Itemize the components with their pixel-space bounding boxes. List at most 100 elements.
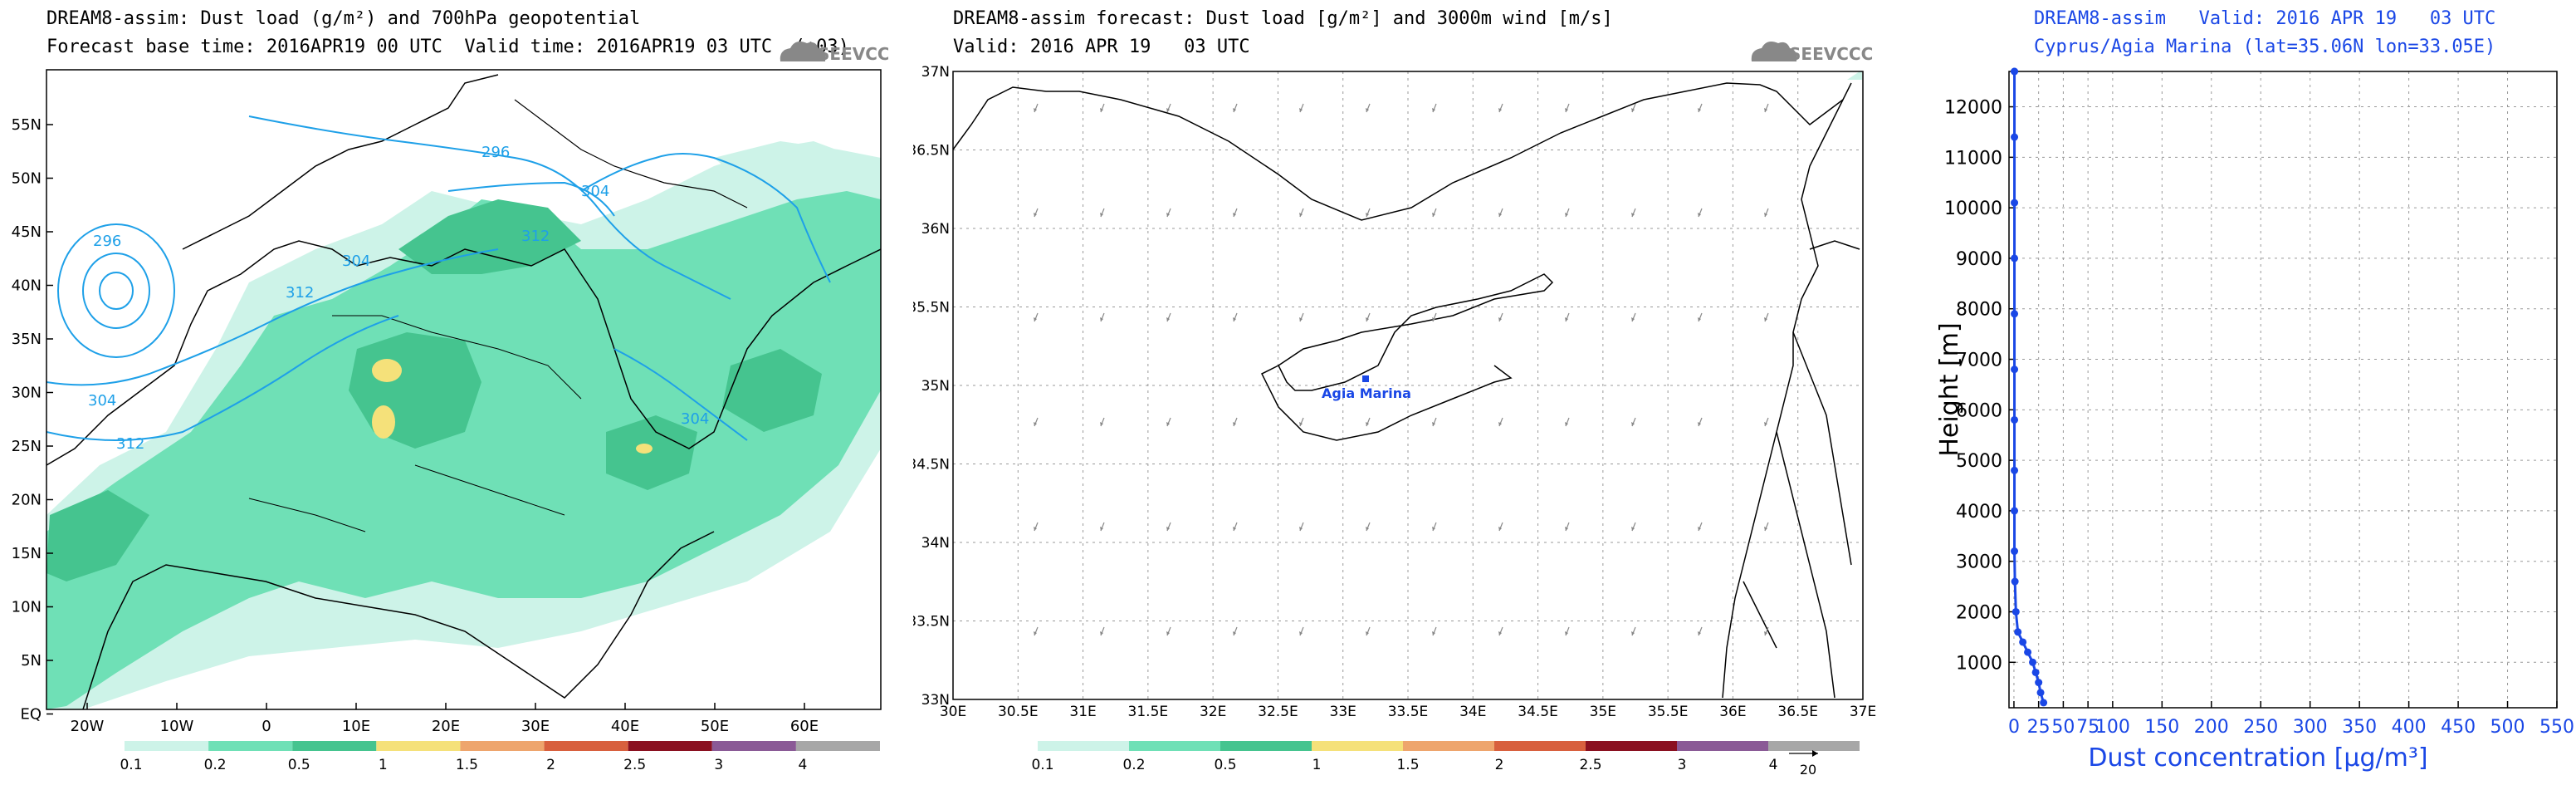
svg-text:SEEVCCC: SEEVCCC [1789,44,1873,64]
colorbar-swatch [1129,741,1220,751]
contour-label: 296 [481,144,510,161]
colorbar-swatch [460,741,545,751]
seevccc-logo: SEEVCCC [780,42,888,64]
panel1-map: SEEVCCC [12,42,888,773]
wind-arrow-head [1565,213,1568,217]
x-tick-label: 100 [2095,717,2130,738]
contour-label: 304 [88,392,116,410]
wind-arrow-head [1764,422,1767,426]
wind-arrow-head [1764,317,1767,321]
lon-tick-label: 20E [432,718,460,735]
profile-point [2035,679,2043,687]
wind-arrow-head [1299,108,1303,112]
colorbar-label: 1.5 [1396,757,1419,773]
x-tick-label: 50 [2051,717,2075,738]
svg-text:SEEVCCC: SEEVCCC [818,44,888,64]
wind-arrow-head [1498,422,1502,426]
lon-tick-label: 33.5E [1388,704,1429,720]
wind-arrow-head [1034,108,1037,112]
profile-point [2029,658,2037,666]
wind-arrow-head [1299,527,1303,531]
profile-point [2011,254,2019,262]
y-tick-label: 2000 [1956,602,2002,623]
wind-arrow-head [1034,527,1037,531]
lat-tick-label: 33N [921,692,950,709]
wind-arrow-head [1432,213,1435,217]
colorbar-swatch [795,741,880,751]
wind-arrow-head [1764,631,1767,635]
colorbar-label: 3 [1678,757,1687,773]
wind-arrow-head [1034,317,1037,321]
profile-point [2011,133,2019,141]
panel2-gridlines [953,71,1863,699]
colorbar-label: 4 [1769,757,1778,773]
y-tick-label: 6000 [1956,400,2002,421]
panel2-lat-axis: 37N 36.5N 36N 35.5N 35N 34.5N 34N 33.5N 33N [913,64,950,709]
wind-arrow-head [1432,422,1435,426]
wind-arrow-head [1432,108,1435,112]
lon-tick-label: 35.5E [1648,704,1689,720]
wind-arrow-head [1233,631,1236,635]
contour-label: 304 [342,253,370,270]
wind-arrow-head [1100,213,1103,217]
wind-arrow-head [1166,631,1170,635]
contour-label: 312 [116,435,144,453]
wind-arrow-head [1366,422,1369,426]
geopotential-contours [46,115,831,441]
colorbar-swatch [1494,741,1586,751]
wind-arrow-head [1498,213,1502,217]
wind-arrow-head [1166,213,1170,217]
lat-tick-label: 20N [12,492,42,509]
wind-arrow-head [1698,213,1701,217]
colorbar-label: 1 [1312,757,1322,773]
colorbar-swatch [1312,741,1403,751]
colorbar-swatch [376,741,461,751]
wind-arrow-head [1100,631,1103,635]
y-tick-label: 3000 [1956,552,2002,573]
wind-arrow-head [1299,317,1303,321]
x-tick-label: 0 [2008,717,2020,738]
contour-label: 312 [521,228,550,245]
profile-point [2036,689,2045,697]
wind-arrow-head [1299,422,1303,426]
lat-tick-label: 37N [921,64,950,81]
wind-arrow-head [1233,213,1236,217]
profile-point [2040,699,2048,707]
panel2-map: SEEVCCC Agia Marina 37N36.5N36N35.5N35N3… [913,42,1876,778]
lon-tick-label: 30E [521,718,550,735]
colorbar-swatch [1220,741,1312,751]
panel2-lon-axis: 30E 30.5E 31E 31.5E 32E 32.5E 33E 33.5E 34E 34.5E… [940,704,1876,720]
x-tick-label: 200 [2194,717,2229,738]
wind-arrow-head [1299,213,1303,217]
x-tick-label: 450 [2441,717,2476,738]
profile-point [2011,507,2019,515]
profile-point [2011,310,2019,318]
profile-point [2011,67,2019,76]
wind-arrow-head [1100,317,1103,321]
lat-tick-label: 35.5N [913,300,950,316]
profile-frame [2008,71,2558,709]
wind-arrow-head [1100,108,1103,112]
wind-arrow-head [1631,631,1635,635]
panel1-lon-axis: 20W 10W 0 10E 20E 30E 40E 50E 60E [71,703,819,735]
profile-point [2014,628,2022,636]
colorbar-label: 4 [798,757,807,773]
y-tick-label: 5000 [1956,451,2002,472]
lat-tick-label: 34.5N [913,457,950,473]
lat-tick-label: 45N [12,223,42,241]
y-tick-label: 11000 [1944,148,2002,169]
wind-arrow-head [1698,631,1701,635]
wind-arrow-head [1366,213,1369,217]
profile-point [2031,668,2040,676]
wind-arrow-head [1034,213,1037,217]
wind-arrow-head [1034,631,1037,635]
panel3-title-line1: DREAM8-assim Valid: 2016 APR 19 03 UTC [2034,8,2496,29]
panel2-title-line2: Valid: 2016 APR 19 03 UTC [953,37,1250,57]
x-tick-label: 550 [2539,717,2574,738]
panel2-colorbar: 0.1 0.2 0.5 1 1.5 2 2.5 3 4 [1031,741,1860,773]
lon-tick-label: 40E [611,718,639,735]
wind-vectors [1034,103,1769,636]
colorbar-swatch [208,741,293,751]
colorbar-swatch [544,741,628,751]
profile-point [2024,648,2032,656]
